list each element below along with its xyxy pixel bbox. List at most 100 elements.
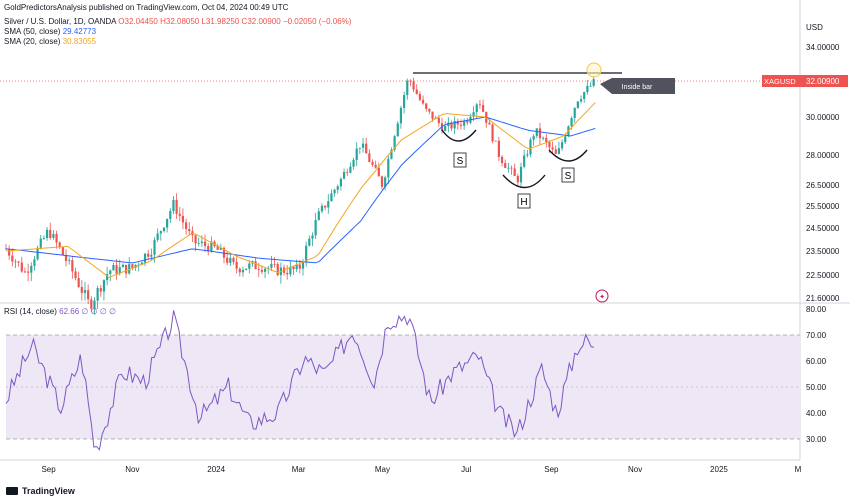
candle-body [365, 143, 368, 154]
candle-body [109, 270, 112, 275]
time-tick-label: Sep [41, 465, 56, 474]
candle-body [478, 104, 482, 106]
candle-body [27, 271, 30, 273]
candle-body [289, 266, 292, 275]
time-axis[interactable]: Sep Nov 2024 Mar May Jul Sep Nov 2025 M [41, 465, 801, 474]
price-tick-label: 34.00000 [806, 43, 840, 52]
candle-body [586, 85, 589, 93]
candle-body [377, 167, 380, 177]
right-shoulder-label: S [565, 171, 572, 182]
candle-body [327, 201, 330, 208]
right-shoulder-arc[interactable] [548, 149, 588, 162]
ideas-icon[interactable] [595, 289, 609, 303]
candle-body [374, 164, 377, 168]
candle-body [248, 263, 251, 269]
candle-body [55, 233, 58, 243]
candle-body [481, 104, 485, 112]
candle-body [418, 93, 421, 100]
candle-body [324, 205, 327, 208]
candle-body [150, 254, 153, 257]
candle-body [428, 108, 431, 112]
sma50-label: SMA (50, close) [4, 27, 61, 36]
time-tick-label: Jul [461, 465, 471, 474]
price-tick-label: 21.60000 [806, 294, 840, 303]
price-tick-label: 25.50000 [806, 202, 840, 211]
sma20-legend[interactable]: SMA (20, close) 30.83055 [4, 37, 96, 46]
candle-body [447, 122, 450, 127]
sma20-label: SMA (20, close) [4, 37, 61, 46]
rsi-tick-label: 40.00 [806, 409, 827, 418]
candle-body [317, 211, 320, 220]
candle-body [156, 233, 159, 240]
left-shoulder-arc[interactable] [441, 129, 477, 142]
candle-body [500, 156, 504, 164]
candle-body [166, 218, 169, 228]
candle-body [380, 176, 384, 187]
candle-body [305, 245, 308, 263]
candle-body [203, 241, 207, 247]
candle-body [333, 189, 336, 194]
candle-body [118, 267, 121, 274]
rsi-axis[interactable]: 80.00 70.00 60.00 50.00 40.00 30.00 [806, 305, 827, 444]
candle-body [235, 261, 238, 269]
candle-body [352, 159, 355, 167]
candle-body [542, 137, 545, 139]
time-tick-label: Nov [125, 465, 139, 474]
candle-body [406, 80, 409, 96]
candle-body [431, 111, 434, 119]
rsi-tick-label: 50.00 [806, 383, 827, 392]
candle-body [475, 104, 478, 113]
candle-body [339, 178, 343, 187]
candle-body [188, 229, 191, 232]
candle-body [30, 265, 33, 273]
candle-body [409, 80, 412, 82]
rsi-tick-label: 70.00 [806, 331, 827, 340]
candle-body [80, 287, 83, 293]
candle-body [178, 213, 181, 216]
candle-body [456, 120, 459, 125]
time-tick-label: May [375, 465, 390, 474]
candle-body [169, 211, 172, 219]
candle-body [172, 199, 175, 212]
candle-body [77, 278, 80, 288]
inside-bar-circle[interactable] [586, 62, 602, 78]
rsi-label: RSI (14, close) [4, 307, 57, 316]
candle-body [23, 271, 27, 273]
inside-bar-callout[interactable] [600, 78, 675, 94]
candle-body [184, 222, 188, 230]
candle-body [491, 124, 494, 142]
candle-body [538, 128, 542, 139]
candle-body [459, 124, 463, 126]
tradingview-logo[interactable]: TradingView [6, 486, 75, 496]
candle-body [346, 171, 349, 173]
time-tick-label: 2025 [710, 465, 728, 474]
price-tag-value: 32.00900 [806, 77, 840, 86]
candle-body [390, 149, 393, 159]
candle-body [349, 166, 352, 173]
candle-body [226, 257, 229, 263]
candle-body [399, 107, 403, 124]
candle-body [210, 241, 213, 252]
candle-body [11, 255, 14, 262]
candle-body [532, 136, 535, 140]
tradingview-logo-icon [6, 487, 18, 495]
candle-body [96, 288, 99, 301]
head-arc[interactable] [502, 174, 546, 189]
candle-body [194, 235, 197, 244]
candle-body [384, 177, 387, 187]
rsi-legend[interactable]: RSI (14, close) 62.66 ∅ ∅ ∅ ∅ [4, 307, 116, 316]
candle-body [330, 193, 333, 202]
candle-body [589, 85, 592, 87]
candle-body [583, 92, 586, 100]
candle-body [497, 140, 500, 157]
sma50-legend[interactable]: SMA (50, close) 29.42773 [4, 27, 96, 36]
candle-body [519, 166, 523, 183]
head-label: H [520, 197, 527, 208]
rsi-tick-label: 60.00 [806, 357, 827, 366]
candle-body [14, 261, 17, 263]
high-value: H32.08050 [160, 17, 200, 26]
candle-body [112, 264, 115, 271]
candle-body [557, 148, 561, 154]
candle-body [36, 247, 39, 260]
